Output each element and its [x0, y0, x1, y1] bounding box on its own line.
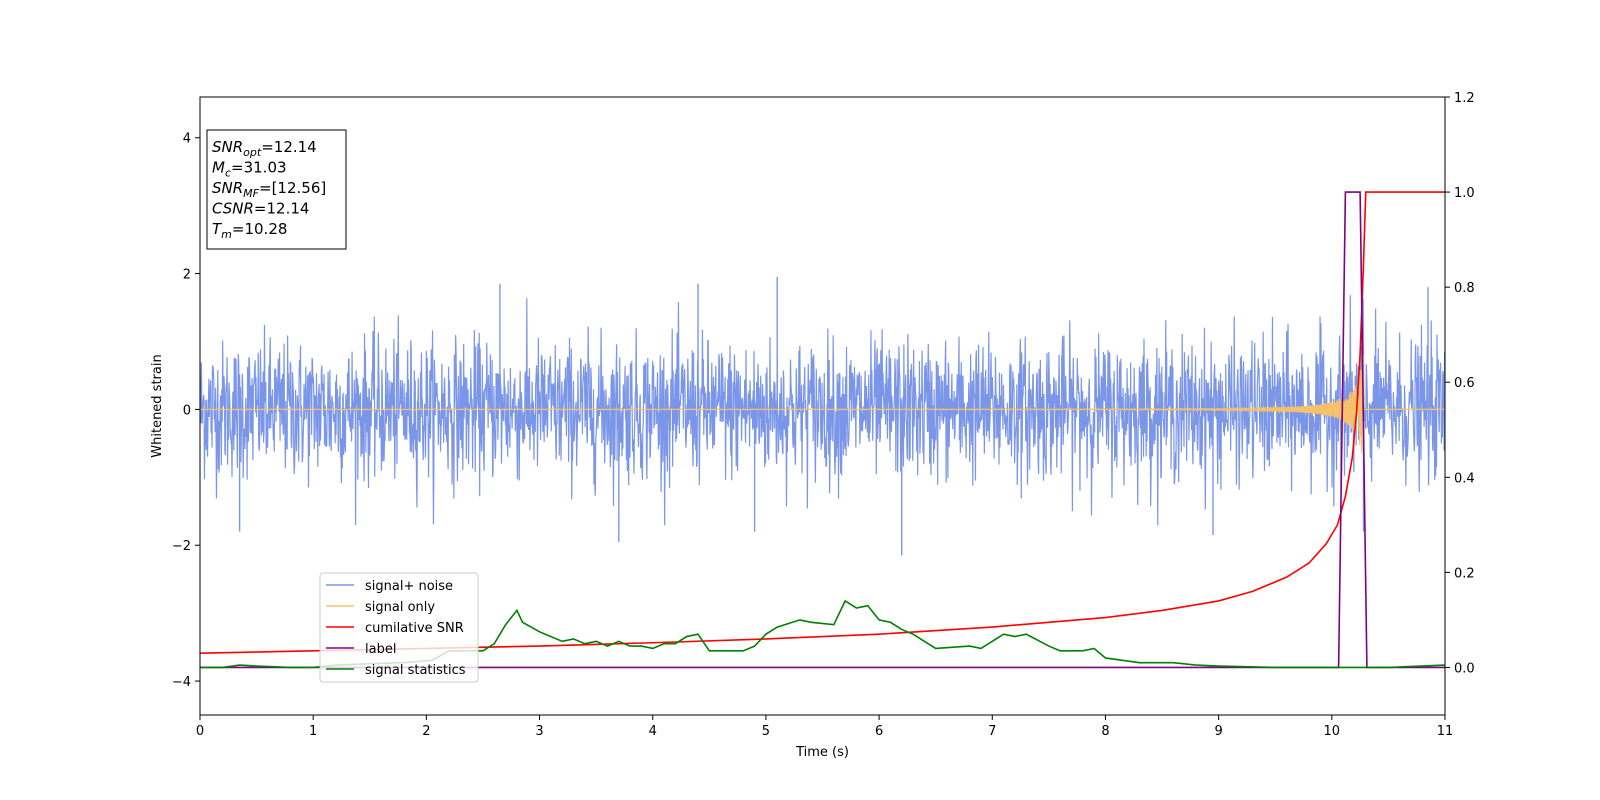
- series-signal-noise: [200, 295, 1445, 526]
- legend: signal+ noise signal only cumilative SNR la…: [319, 572, 479, 683]
- annotation-line: Tm=10.28: [212, 220, 287, 241]
- annotation-line: SNRMF=[12.56]: [212, 179, 326, 200]
- annotation-frame: [206, 129, 347, 250]
- y-tick-label: 4: [183, 132, 191, 147]
- x-tick-label: 1: [309, 724, 317, 739]
- annotation-line: CSNR=12.14: [212, 200, 309, 218]
- legend-entry: signal+ noise: [365, 579, 453, 594]
- legend-entry: cumilative SNR: [365, 621, 464, 636]
- x-tick-label: 8: [1101, 724, 1109, 739]
- y-tick-label: 2: [183, 268, 191, 283]
- series-cumilative-snr: [200, 191, 1445, 654]
- x-tick-label: 6: [875, 724, 883, 739]
- y-axis-label: Whitened strain: [150, 354, 165, 457]
- axes-layer: 0 1 2 3 4 5 6 7 8 9 10 11 −4 −2 0 2 4 0.0 0.2 0.4 0.6 0.8 1.0 1…: [172, 91, 1475, 739]
- plot-frame: [199, 96, 1446, 716]
- x-tick-label: 2: [422, 724, 430, 739]
- x-tick-label: 10: [1324, 724, 1341, 739]
- series-layer: [200, 191, 1445, 669]
- x-axis-label: Time (s): [795, 745, 849, 760]
- y-right-tick-label: 0.8: [1454, 281, 1475, 296]
- y-tick-label: −4: [172, 675, 191, 690]
- x-tick-label: 11: [1437, 724, 1454, 739]
- y-right-tick-label: 0.2: [1454, 566, 1475, 581]
- legend-frame: [319, 572, 479, 683]
- y-right-tick-label: 0.0: [1454, 661, 1475, 676]
- x-tick-label: 7: [988, 724, 996, 739]
- annotation-line: SNRopt=12.14: [212, 138, 317, 159]
- y-right-tick-label: 0.4: [1454, 471, 1475, 486]
- annotation-line: Mc=31.03: [212, 159, 287, 180]
- annotation-box: SNRopt=12.14Mc=31.03SNRMF=[12.56]CSNR=12…: [206, 129, 347, 250]
- y-right-tick-label: 1.2: [1454, 91, 1475, 106]
- x-tick-label: 4: [649, 724, 657, 739]
- series-signal-statistics: [200, 599, 1445, 669]
- y-tick-label: 0: [183, 403, 191, 418]
- series-signal-only: [200, 355, 1445, 453]
- legend-entry: signal statistics: [365, 663, 466, 678]
- x-tick-label: 3: [535, 724, 543, 739]
- x-tick-label: 5: [762, 724, 770, 739]
- y-tick-label: −2: [172, 539, 191, 554]
- y-right-tick-label: 1.0: [1454, 186, 1475, 201]
- legend-entry: signal only: [365, 600, 435, 615]
- legend-entry: label: [365, 642, 396, 657]
- x-tick-label: 9: [1214, 724, 1222, 739]
- y-right-tick-label: 0.6: [1454, 376, 1475, 391]
- x-tick-label: 0: [196, 724, 204, 739]
